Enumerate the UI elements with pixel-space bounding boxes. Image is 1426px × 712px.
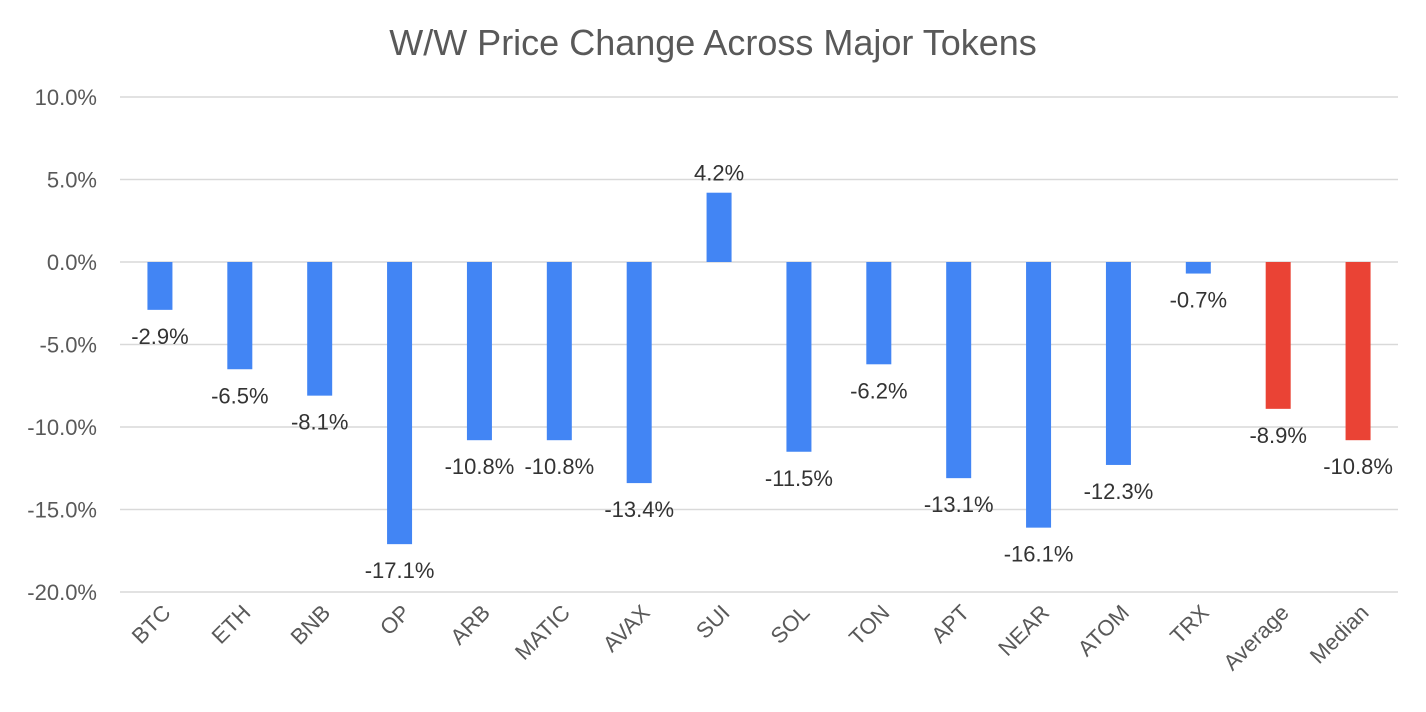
bar-btc (147, 262, 173, 310)
chart-title: W/W Price Change Across Major Tokens (389, 22, 1037, 63)
y-tick-label: -20.0% (27, 580, 97, 605)
data-label-atom: -12.3% (1084, 479, 1154, 504)
x-tick-label: AVAX (598, 600, 655, 657)
x-tick-label: SOL (766, 600, 815, 649)
bar-average (1265, 262, 1291, 409)
bar-bnb (307, 262, 333, 396)
data-label-near: -16.1% (1004, 542, 1074, 567)
data-label-arb: -10.8% (445, 454, 515, 479)
bar-arb (466, 262, 492, 441)
x-tick-label: ARB (445, 600, 495, 650)
bar-near (1026, 262, 1052, 528)
data-label-sui: 4.2% (694, 161, 744, 186)
data-label-apt: -13.1% (924, 492, 994, 517)
y-tick-label: 10.0% (35, 85, 97, 110)
y-tick-label: 0.0% (47, 250, 97, 275)
data-label-average: -8.9% (1249, 423, 1306, 448)
bar-eth (227, 262, 253, 370)
x-tick-label: APT (926, 600, 974, 648)
bar-avax (626, 262, 652, 484)
data-label-avax: -13.4% (604, 497, 674, 522)
x-tick-label: BTC (127, 600, 176, 649)
bar-atom (1105, 262, 1131, 465)
bar-trx (1185, 262, 1211, 274)
x-axis-category-labels: BTC ETH BNB OP ARB MATIC AVAX SUI SOL TON APT NEAR A… (127, 600, 1374, 676)
data-label-sol: -11.5% (765, 466, 833, 491)
data-label-op: -17.1% (365, 558, 435, 583)
x-tick-label: BNB (286, 600, 336, 650)
gridlines (120, 96, 1398, 593)
bar-ton (866, 262, 892, 365)
data-labels: -2.9% -6.5% -8.1% -17.1% -10.8% -10.8% -13.4% 4… (131, 161, 1393, 583)
data-label-trx: -0.7% (1170, 288, 1227, 313)
y-tick-label: -10.0% (27, 415, 97, 440)
x-tick-label: Median (1305, 600, 1374, 669)
x-tick-label: Average (1218, 600, 1293, 675)
data-label-matic: -10.8% (524, 454, 594, 479)
x-tick-label: NEAR (993, 600, 1054, 661)
x-tick-label: ATOM (1073, 600, 1134, 661)
y-tick-label: 5.0% (47, 168, 97, 193)
data-label-ton: -6.2% (850, 378, 907, 403)
y-tick-label: -5.0% (40, 333, 97, 358)
data-label-bnb: -8.1% (291, 410, 348, 435)
x-tick-label: ETH (207, 600, 256, 649)
x-tick-label: SUI (691, 600, 735, 644)
bar-op (387, 262, 413, 545)
data-label-median: -10.8% (1323, 454, 1393, 479)
data-label-btc: -2.9% (131, 324, 188, 349)
y-tick-label: -15.0% (27, 498, 97, 523)
bar-matic (546, 262, 572, 441)
x-tick-label: OP (375, 600, 415, 640)
bar-apt (946, 262, 972, 479)
y-axis-tick-labels: 10.0% 5.0% 0.0% -5.0% -10.0% -15.0% -20.0% (27, 85, 97, 605)
bars (147, 192, 1371, 545)
bar-median (1345, 262, 1371, 441)
bar-sol (786, 262, 812, 452)
data-label-eth: -6.5% (211, 383, 268, 408)
bar-sui (706, 192, 732, 262)
x-tick-label: TRX (1165, 600, 1214, 649)
x-tick-label: MATIC (510, 600, 575, 665)
x-tick-label: TON (844, 600, 894, 650)
